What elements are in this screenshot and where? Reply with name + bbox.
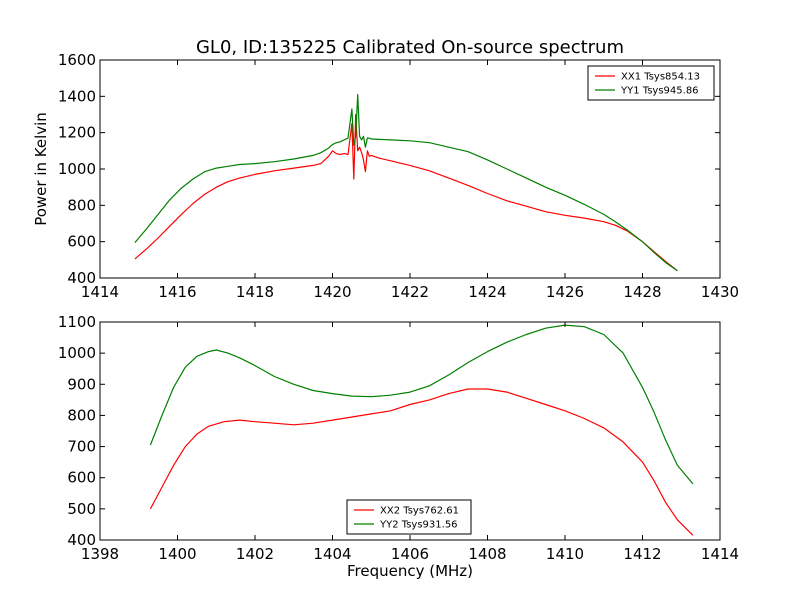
legend-entry-label: YY1 Tsys945.86 [620,86,699,97]
x-tick-label: 1424 [468,283,506,301]
legend-entry-label: XX1 Tsys854.13 [621,72,700,83]
y-tick-label: 1200 [58,124,96,142]
legend-entry-label: YY2 Tsys931.56 [379,520,458,531]
panel-2: 1398 1400 1402 1404 1406 1408 1410 1412 1414 400 5… [58,313,739,580]
x-tick-label: 1416 [158,283,196,301]
chart-title: GL0, ID:135225 Calibrated On-source spec… [196,37,624,58]
legend: XX2 Tsys762.61 YY2 Tsys931.56 [346,499,472,535]
y-tick-label: 700 [67,438,96,456]
panels: 1414 1416 1418 1420 1422 1424 1426 1428 1430 400 6… [32,51,739,580]
x-tick-label: 1420 [313,283,351,301]
y-tick-label: 600 [67,233,96,251]
x-axis-label: Frequency (MHz) [347,562,473,580]
series-line-2-1 [149,388,694,536]
y-tick-label: 500 [67,500,96,518]
y-tick-label: 800 [67,196,96,214]
y-tick-label: 1100 [58,313,96,331]
x-tick-label: 1408 [468,545,506,563]
y-tick-label: 800 [67,406,96,424]
legend-entry-label: XX2 Tsys762.61 [380,506,459,517]
x-tick-label: 1398 [81,545,119,563]
legend: XX1 Tsys854.13 YY1 Tsys945.86 [587,65,715,101]
x-tick-label: 1414 [701,545,739,563]
series-line-2-2 [149,324,694,485]
x-tick-label: 1406 [391,545,429,563]
y-tick-label: 900 [67,375,96,393]
x-tick-label: 1404 [313,545,351,563]
y-tick-label: 1400 [58,87,96,105]
series-line-1-2 [134,93,678,272]
x-tick-label: 1426 [546,283,584,301]
panel-1: 1414 1416 1418 1420 1422 1424 1426 1428 1430 400 6… [32,51,739,301]
x-tick-label: 1422 [391,283,429,301]
legend-box [346,499,472,535]
x-tick-label: 1412 [623,545,661,563]
y-tick-label: 400 [67,269,96,287]
x-tick-label: 1430 [701,283,739,301]
x-tick-label: 1402 [236,545,274,563]
x-tick-label: 1410 [546,545,584,563]
x-tick-label: 1414 [81,283,119,301]
x-tick-label: 1428 [623,283,661,301]
legend-box [587,65,715,101]
y-tick-label: 600 [67,469,96,487]
y-axis-label: Power in Kelvin [32,112,50,226]
y-tick-label: 1000 [58,160,96,178]
x-tick-label: 1418 [236,283,274,301]
y-tick-label: 400 [67,531,96,549]
y-tick-label: 1000 [58,344,96,362]
y-tick-label: 1600 [58,51,96,69]
x-tick-label: 1400 [158,545,196,563]
series-line-1-1 [134,113,678,272]
